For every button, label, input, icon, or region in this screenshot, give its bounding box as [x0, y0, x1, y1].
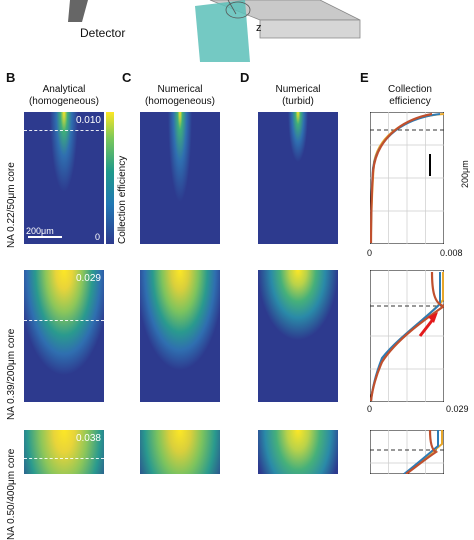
row-label-1: NA 0.22/50μm core [6, 162, 17, 248]
profile-plot-row3-svg [369, 429, 445, 475]
max-value-label: 0.038 [75, 433, 101, 444]
schematic-area: Detector z [60, 0, 380, 62]
arrow-head-icon [428, 312, 438, 323]
row-label-3: NA 0.50/400μm core [6, 448, 17, 540]
row-label-2: NA 0.39/200μm core [6, 328, 17, 420]
column-title-numerical-homogeneous: Numerical (homogeneous) [144, 84, 216, 107]
map-analytical-row3: 0.038 [24, 430, 104, 474]
curve-numerical-turbid [405, 429, 439, 475]
profile-axis-min-row2: 0 [367, 404, 373, 414]
map-numerical-homogeneous-row3 [140, 430, 220, 474]
min-value-label: 0 [94, 232, 100, 242]
z-axis-label: z [256, 22, 262, 34]
dashed-line [24, 130, 104, 131]
map-numerical-turbid-row2 [258, 270, 338, 402]
map-numerical-homogeneous-row1 [140, 112, 220, 244]
profile-plot-row2-svg [369, 269, 447, 403]
scale-bar [28, 236, 62, 238]
colorbar [106, 112, 114, 244]
max-value-label: 0.029 [75, 273, 101, 284]
dashed-line [24, 458, 104, 459]
panel-letter-c: C [122, 70, 132, 85]
profile-plot-row3 [369, 429, 445, 475]
colorbar-label: Collection efficiency [117, 155, 128, 244]
schematic-drawing [68, 0, 361, 62]
map-analytical-row2: 0.029 [24, 270, 104, 402]
profile-axis-max-row2: 0.029 [446, 404, 469, 414]
dashed-line [24, 320, 104, 321]
scale-bar-label: 200μm [26, 226, 54, 236]
map-numerical-turbid-row1 [258, 112, 338, 244]
arrow-icon [418, 317, 436, 337]
profile-plot-row1 [369, 111, 445, 245]
curve-numerical-homogeneous [403, 430, 439, 475]
map-analytical-row1: 0.010 0 [24, 112, 104, 244]
curve-numerical-turbid [369, 271, 447, 402]
detector-icon [68, 0, 88, 22]
column-title-analytical: Analytical (homogeneous) [28, 84, 100, 107]
profile-scale-label: 200μm [460, 160, 470, 188]
max-value-label: 0.010 [75, 115, 101, 126]
panel-letter-b: B [6, 70, 16, 85]
detector-label: Detector [80, 26, 126, 40]
map-numerical-turbid-row3 [258, 430, 338, 474]
profile-plot-row1-svg [369, 111, 445, 245]
panel-letter-e: E [360, 70, 369, 85]
column-title-collection-efficiency: Collection efficiency [388, 84, 432, 107]
profile-axis-max-row1: 0.008 [440, 248, 463, 258]
profile-axis-min-row1: 0 [367, 248, 373, 258]
map-numerical-homogeneous-row2 [140, 270, 220, 402]
column-title-numerical-turbid: Numerical (turbid) [275, 84, 321, 107]
profile-plot-row2 [369, 269, 447, 403]
panel-letter-d: D [240, 70, 250, 85]
curve-numerical-turbid [369, 112, 433, 244]
